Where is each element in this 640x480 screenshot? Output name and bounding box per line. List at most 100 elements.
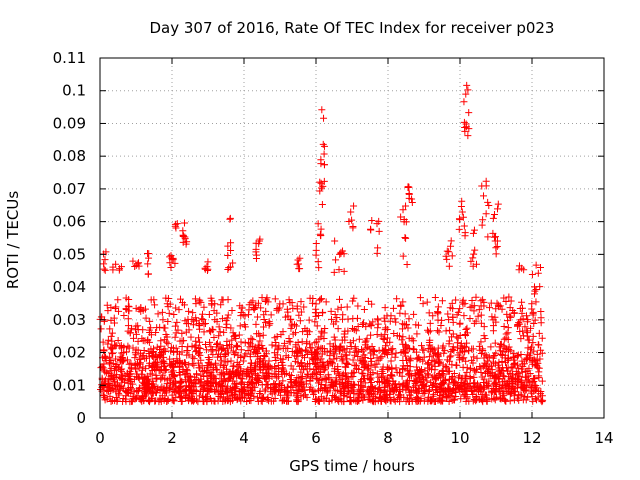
data-point xyxy=(327,307,335,315)
data-point xyxy=(469,397,477,405)
data-point xyxy=(504,324,512,332)
data-point xyxy=(450,346,458,354)
data-point xyxy=(286,316,294,324)
data-point xyxy=(163,333,171,341)
data-point xyxy=(496,394,504,402)
data-point xyxy=(141,305,149,313)
data-point xyxy=(330,342,338,350)
data-point xyxy=(365,395,373,403)
data-point xyxy=(315,397,323,405)
data-point xyxy=(222,396,230,404)
data-point xyxy=(114,296,122,304)
data-point xyxy=(317,295,325,303)
data-point xyxy=(477,349,485,357)
data-point xyxy=(294,339,302,347)
data-point xyxy=(349,297,357,305)
data-point xyxy=(108,329,116,337)
data-point xyxy=(425,353,433,361)
data-point xyxy=(201,340,209,348)
data-point xyxy=(456,320,464,328)
data-point xyxy=(374,324,382,332)
data-point xyxy=(338,336,346,344)
data-point xyxy=(463,394,471,402)
data-point xyxy=(147,331,155,339)
data-point xyxy=(492,305,500,313)
data-point xyxy=(504,317,512,325)
data-point xyxy=(247,299,255,307)
data-point xyxy=(338,357,346,365)
data-point xyxy=(314,376,322,384)
data-point xyxy=(151,397,159,405)
data-point xyxy=(472,293,480,301)
data-point xyxy=(423,326,431,334)
data-point xyxy=(263,294,271,302)
data-point xyxy=(283,394,291,402)
data-point xyxy=(330,393,338,401)
data-point xyxy=(112,373,120,381)
data-point xyxy=(383,334,391,342)
data-point xyxy=(166,300,174,308)
data-point xyxy=(349,369,357,377)
data-point xyxy=(125,360,133,368)
data-point xyxy=(444,310,452,318)
data-point xyxy=(477,368,485,376)
data-point xyxy=(498,305,506,313)
data-point xyxy=(220,353,228,361)
data-point xyxy=(359,319,367,327)
data-point xyxy=(195,392,203,400)
y-tick-label: 0.09 xyxy=(53,114,86,132)
data-point xyxy=(272,356,280,364)
data-point xyxy=(165,309,173,317)
data-point xyxy=(239,357,247,365)
data-point xyxy=(261,374,269,382)
data-point xyxy=(261,319,269,327)
data-point xyxy=(416,294,424,302)
data-point xyxy=(140,346,148,354)
data-point xyxy=(398,336,406,344)
data-point xyxy=(155,398,163,406)
data-point xyxy=(273,306,281,314)
data-point xyxy=(164,340,172,348)
data-point xyxy=(454,334,462,342)
data-point xyxy=(387,357,395,365)
data-point xyxy=(183,367,191,375)
data-point xyxy=(518,368,526,376)
data-point xyxy=(293,302,301,310)
data-point xyxy=(107,316,115,324)
data-point xyxy=(111,305,119,313)
data-point xyxy=(449,313,457,321)
data-point xyxy=(123,348,131,356)
data-point xyxy=(218,315,226,323)
data-point xyxy=(223,337,231,345)
data-point xyxy=(322,298,330,306)
data-point xyxy=(175,306,183,314)
data-point xyxy=(197,371,205,379)
y-tick-label: 0.11 xyxy=(53,49,86,67)
data-point xyxy=(233,358,241,366)
data-point xyxy=(311,318,319,326)
data-point xyxy=(507,297,515,305)
data-point xyxy=(346,348,354,356)
data-point xyxy=(260,323,268,331)
data-point xyxy=(334,325,342,333)
data-point xyxy=(476,363,484,371)
data-point xyxy=(518,391,526,399)
data-point xyxy=(367,331,375,339)
data-point xyxy=(477,311,485,319)
data-point xyxy=(373,330,381,338)
data-point xyxy=(207,373,215,381)
y-tick-label: 0 xyxy=(76,409,86,427)
data-point xyxy=(462,325,470,333)
data-point xyxy=(445,340,453,348)
data-point xyxy=(485,304,493,312)
data-point xyxy=(189,309,197,317)
data-point xyxy=(535,329,543,337)
data-point xyxy=(538,377,546,385)
data-point xyxy=(449,379,457,387)
data-point xyxy=(132,326,140,334)
data-point xyxy=(300,386,308,394)
data-point xyxy=(195,334,203,342)
data-point xyxy=(537,314,545,322)
data-point xyxy=(106,353,114,361)
data-point xyxy=(137,396,145,404)
